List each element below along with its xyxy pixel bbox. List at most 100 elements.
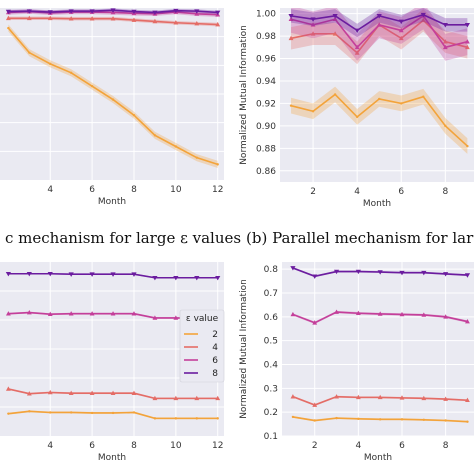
series-group: [290, 266, 471, 423]
caption-top-right: (b) Parallel mechanism for larg: [246, 229, 474, 247]
series-band-eps-4: [291, 9, 468, 65]
y-tick-label: 0.4: [264, 360, 279, 370]
x-axis-label: Month: [98, 453, 126, 463]
y-tick-label: 0.92: [256, 99, 276, 109]
data-point-eps-6: [377, 311, 383, 316]
data-point-eps-8: [110, 8, 116, 13]
data-point-eps-2: [355, 115, 359, 119]
data-point-eps-8: [398, 19, 404, 25]
data-point-eps-6: [355, 310, 361, 316]
data-point-eps-8: [5, 271, 11, 277]
data-point-eps-8: [310, 17, 316, 22]
data-point-eps-2: [400, 418, 404, 421]
y-tick-label: 0.6: [264, 313, 279, 323]
x-tick-label: 8: [131, 441, 137, 451]
x-axis-label: Month: [364, 453, 392, 463]
legend-label-eps-8: 8: [212, 369, 218, 379]
data-point-eps-2: [195, 156, 198, 159]
data-point-eps-8: [89, 272, 95, 277]
data-point-eps-4: [420, 17, 426, 23]
data-point-eps-6: [332, 16, 338, 22]
data-point-eps-2: [174, 417, 178, 420]
data-point-eps-4: [5, 15, 11, 21]
data-point-eps-4: [110, 16, 116, 21]
data-point-eps-8: [194, 9, 200, 14]
series-group: [5, 8, 221, 168]
x-tick-label: 12: [212, 441, 223, 451]
data-point-eps-8: [131, 9, 137, 15]
data-point-eps-4: [131, 17, 137, 22]
data-point-eps-8: [89, 9, 95, 14]
data-point-eps-8: [355, 269, 361, 275]
x-tick-label: 6: [398, 187, 404, 197]
y-tick-label: 1.00: [256, 10, 276, 20]
data-point-eps-2: [111, 98, 115, 101]
data-point-eps-2: [7, 412, 10, 415]
series-group: [5, 271, 221, 420]
data-point-eps-4: [312, 402, 318, 407]
data-point-eps-6: [290, 311, 296, 317]
chart-top-right: 2 4 6 8 0.86 0.88 0.90 0.92 0.94 0.96 0.98 1.00 Mont…: [239, 8, 474, 209]
data-point-eps-4: [354, 50, 360, 55]
x-tick-label: 10: [170, 441, 182, 451]
data-point-eps-8: [290, 266, 296, 271]
y-tick-label: 0.94: [256, 77, 276, 87]
x-tick-label: 4: [355, 441, 361, 451]
x-tick-label: 8: [131, 185, 137, 195]
data-point-eps-2: [444, 124, 447, 128]
data-point-eps-2: [7, 26, 10, 30]
y-tick-label: 0.90: [256, 122, 276, 132]
x-tick-label: 6: [89, 185, 95, 195]
caption-top-left: c mechanism for large ε values: [5, 229, 241, 247]
y-tick-label: 0.96: [256, 55, 276, 65]
data-point-eps-8: [464, 273, 471, 278]
data-point-eps-4: [68, 390, 74, 396]
data-point-eps-8: [215, 275, 221, 281]
data-point-eps-6: [68, 311, 74, 316]
data-point-eps-4: [89, 390, 95, 396]
data-point-eps-4: [5, 386, 11, 391]
data-point-eps-6: [464, 39, 470, 44]
data-point-eps-2: [49, 411, 52, 414]
data-point-eps-2: [444, 419, 447, 422]
data-point-eps-6: [376, 22, 382, 27]
data-point-eps-6: [288, 16, 294, 22]
data-point-eps-6: [312, 320, 318, 325]
data-point-eps-4: [443, 396, 449, 401]
data-point-eps-2: [28, 51, 31, 54]
data-point-eps-8: [312, 274, 318, 279]
data-point-eps-2: [335, 416, 338, 420]
y-tick-label: 0.7: [264, 289, 278, 299]
data-point-eps-2: [90, 411, 94, 415]
data-point-eps-4: [442, 39, 448, 44]
data-point-eps-4: [355, 394, 361, 400]
data-point-eps-2: [311, 110, 315, 113]
data-point-eps-6: [465, 318, 470, 324]
x-tick-label: 2: [310, 187, 316, 197]
y-tick-label: 0.5: [264, 337, 278, 347]
data-point-eps-2: [333, 93, 337, 96]
data-point-eps-2: [69, 411, 73, 414]
data-point-eps-8: [354, 28, 360, 34]
data-point-eps-2: [49, 62, 52, 66]
y-tick-label: 0.98: [256, 32, 276, 42]
data-point-eps-6: [110, 311, 116, 316]
data-point-eps-4: [334, 394, 339, 399]
data-point-eps-4: [399, 395, 405, 400]
y-tick-label: 0.86: [256, 167, 276, 177]
data-point-eps-8: [47, 10, 53, 15]
data-point-eps-6: [89, 311, 95, 316]
legend: ε value 2 4 6 8: [179, 309, 225, 383]
x-tick-label: 4: [47, 185, 53, 195]
data-point-eps-8: [215, 10, 221, 16]
data-point-eps-6: [421, 312, 427, 317]
data-point-eps-4: [398, 35, 404, 41]
y-tick-label: 0.1: [264, 432, 278, 442]
legend-label-eps-6: 6: [212, 356, 218, 366]
y-axis-label: Normalized Mutual Information: [239, 279, 249, 419]
data-point-eps-8: [68, 9, 74, 14]
data-point-eps-4: [310, 31, 316, 36]
